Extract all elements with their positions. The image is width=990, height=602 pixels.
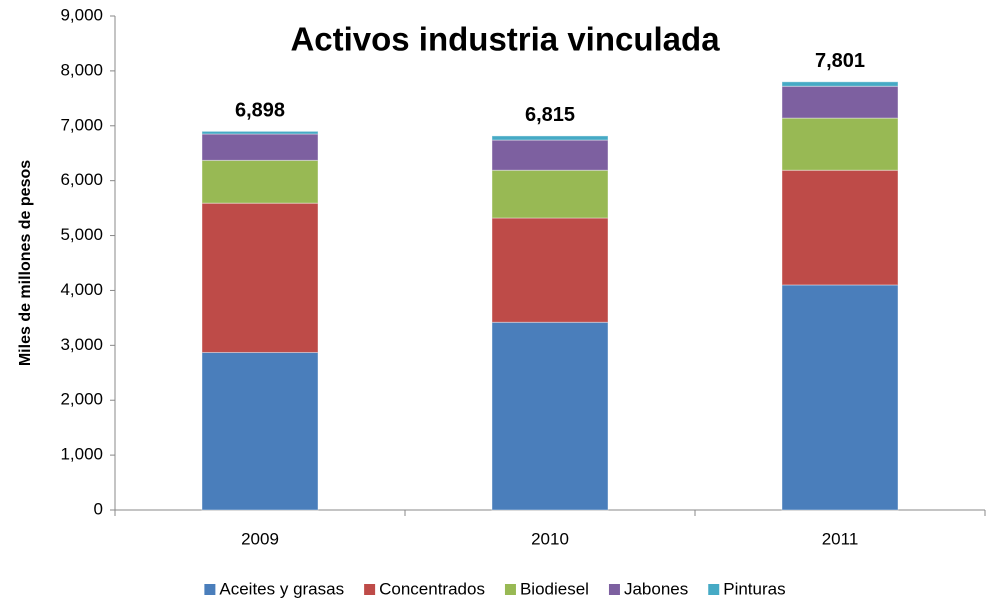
legend-swatch [608, 584, 620, 595]
bar-segment [491, 169, 609, 219]
bar-segment [781, 169, 899, 286]
y-tick-label: 6,000 [60, 170, 103, 189]
x-tick-label: 2010 [531, 529, 569, 548]
bar-segment [201, 202, 319, 353]
bar-segment [201, 133, 319, 161]
y-tick-label: 0 [94, 499, 103, 518]
total-label: 7,801 [815, 50, 865, 72]
legend-swatch [364, 584, 376, 595]
x-tick-label: 2009 [241, 529, 279, 548]
legend-label: Biodiesel [520, 579, 589, 598]
y-tick-label: 1,000 [60, 445, 103, 464]
bar-segment [781, 81, 899, 87]
bar-segment [781, 284, 899, 511]
x-tick-label: 2011 [822, 529, 859, 548]
y-axis-label: Miles de millones de pesos [17, 160, 34, 366]
legend-label: Pinturas [723, 579, 785, 598]
legend-label: Concentrados [379, 579, 485, 598]
bar-segment [491, 321, 609, 511]
bar-segment [491, 139, 609, 171]
legend-swatch [204, 584, 216, 595]
legend-swatch [504, 584, 516, 595]
y-tick-label: 5,000 [60, 225, 103, 244]
bar-segment [491, 217, 609, 323]
total-label: 6,898 [235, 100, 285, 122]
bar-segment [201, 351, 319, 511]
y-tick-label: 4,000 [60, 280, 103, 299]
bar-segment [781, 117, 899, 171]
bar-segment [201, 159, 319, 204]
y-tick-label: 8,000 [60, 60, 103, 79]
y-tick-label: 3,000 [60, 335, 103, 354]
total-label: 6,815 [525, 104, 575, 126]
legend-label: Aceites y grasas [219, 579, 344, 598]
bar-segment [781, 85, 899, 119]
y-tick-label: 9,000 [60, 5, 103, 24]
y-tick-label: 2,000 [60, 390, 103, 409]
bar-segment [201, 130, 319, 135]
chart-title: Activos industria vinculada [290, 21, 720, 58]
bar-segment [491, 135, 609, 141]
y-tick-label: 7,000 [60, 115, 103, 134]
legend-swatch [708, 584, 720, 595]
legend-label: Jabones [624, 579, 688, 598]
